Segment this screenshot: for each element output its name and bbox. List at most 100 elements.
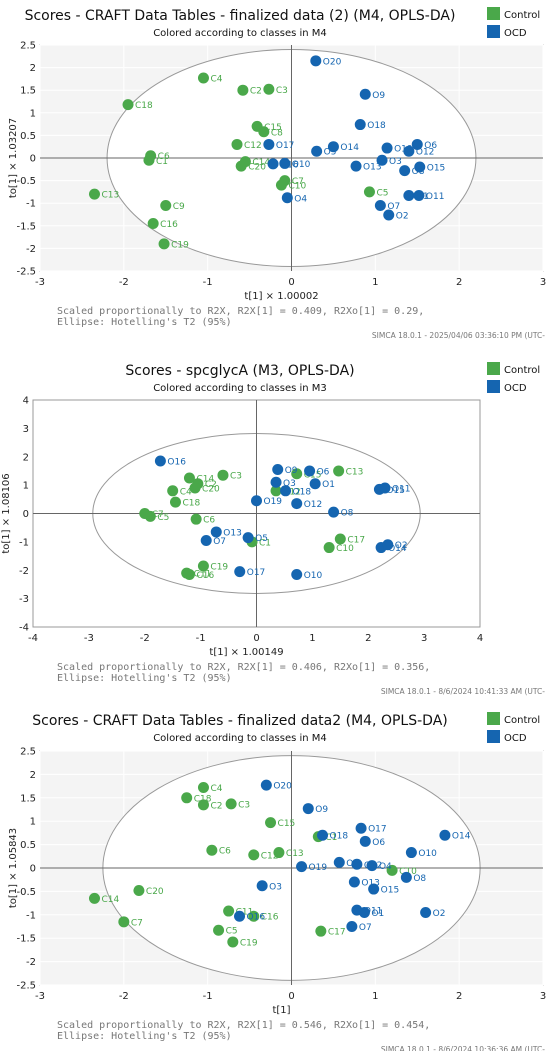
score-point-o14[interactable] (439, 829, 451, 841)
score-point-o11[interactable] (379, 482, 391, 494)
score-point-c3[interactable] (263, 83, 275, 95)
score-point-c18[interactable] (169, 496, 181, 508)
score-point-c4[interactable] (197, 782, 209, 794)
score-point-c5[interactable] (144, 510, 156, 522)
score-point-o3[interactable] (256, 880, 268, 892)
score-point-o6[interactable] (359, 835, 371, 847)
score-point-c12[interactable] (270, 485, 282, 497)
score-point-c16[interactable] (183, 569, 195, 581)
score-point-o18[interactable] (317, 829, 329, 841)
score-point-c10[interactable] (275, 179, 287, 191)
score-point-c4[interactable] (197, 72, 209, 84)
score-point-c2[interactable] (237, 84, 249, 96)
score-point-o13[interactable] (348, 876, 360, 888)
score-point-c3[interactable] (217, 469, 229, 481)
score-point-o9[interactable] (302, 803, 314, 815)
score-point-c16[interactable] (147, 218, 159, 230)
score-point-o2[interactable] (382, 539, 394, 551)
score-point-o7[interactable] (346, 921, 358, 932)
score-point-o9[interactable] (272, 464, 284, 476)
score-point-o18[interactable] (280, 485, 292, 497)
score-point-c4[interactable] (167, 485, 179, 497)
score-point-c9[interactable] (160, 199, 172, 211)
score-point-o16[interactable] (154, 455, 166, 467)
score-point-o6[interactable] (304, 465, 316, 477)
score-point-c14[interactable] (88, 892, 100, 904)
score-point-o1[interactable] (309, 478, 321, 490)
score-point-c2[interactable] (197, 799, 209, 811)
score-point-c10[interactable] (386, 864, 398, 876)
score-point-o2[interactable] (420, 906, 432, 918)
score-point-c8[interactable] (258, 126, 270, 138)
score-point-o12[interactable] (403, 145, 415, 157)
score-point-o9[interactable] (359, 88, 371, 100)
score-point-c5[interactable] (363, 186, 375, 198)
score-point-c6[interactable] (206, 844, 218, 856)
score-point-o11[interactable] (413, 190, 425, 202)
score-point-c5[interactable] (213, 924, 225, 936)
score-point-c18[interactable] (122, 99, 134, 111)
score-point-o2[interactable] (383, 209, 395, 221)
score-point-c12[interactable] (231, 138, 243, 150)
score-point-o17[interactable] (263, 138, 275, 150)
score-point-o20[interactable] (310, 55, 322, 67)
score-point-o8[interactable] (399, 165, 411, 177)
score-point-c7[interactable] (118, 916, 130, 928)
score-point-c14[interactable] (239, 156, 251, 168)
score-point-o15[interactable] (368, 883, 380, 895)
score-point-c6[interactable] (190, 513, 202, 525)
score-point-c19[interactable] (197, 560, 209, 572)
score-point-o16[interactable] (234, 910, 246, 922)
score-point-o19[interactable] (381, 142, 393, 154)
score-point-c19[interactable] (158, 238, 170, 250)
score-point-o13[interactable] (350, 160, 362, 172)
score-point-o5[interactable] (242, 532, 254, 544)
score-point-c3[interactable] (225, 798, 237, 810)
score-point-o19[interactable] (296, 861, 308, 873)
score-point-o6[interactable] (411, 138, 423, 150)
score-point-c14[interactable] (183, 472, 195, 484)
score-point-c16[interactable] (248, 910, 260, 922)
score-point-o14[interactable] (327, 141, 339, 153)
score-point-o5[interactable] (333, 856, 345, 868)
score-point-c10[interactable] (323, 542, 335, 554)
score-point-o10[interactable] (291, 569, 303, 581)
score-point-o7[interactable] (374, 199, 386, 211)
score-point-o3[interactable] (376, 154, 388, 166)
score-point-o4[interactable] (281, 192, 293, 204)
score-point-c15[interactable] (291, 468, 303, 480)
score-point-o18[interactable] (354, 119, 366, 131)
score-point-o10[interactable] (405, 847, 417, 859)
score-point-c13[interactable] (333, 465, 345, 477)
score-point-o7[interactable] (200, 534, 212, 546)
score-point-o8[interactable] (328, 506, 340, 518)
score-point-o10[interactable] (279, 157, 291, 169)
score-point-o15[interactable] (414, 161, 426, 173)
score-point-c19[interactable] (227, 936, 239, 948)
score-point-o12[interactable] (351, 858, 363, 870)
score-point-c17[interactable] (334, 533, 346, 545)
score-point-o8[interactable] (400, 871, 412, 883)
score-point-o17[interactable] (234, 566, 246, 578)
score-point-o17[interactable] (355, 822, 367, 834)
score-point-c11[interactable] (223, 905, 235, 917)
score-point-c12[interactable] (248, 849, 260, 861)
score-point-c6[interactable] (145, 150, 157, 162)
score-point-o1[interactable] (358, 906, 370, 918)
score-point-o1[interactable] (403, 190, 415, 202)
score-point-c20[interactable] (133, 884, 145, 896)
score-point-o13[interactable] (210, 526, 222, 538)
score-point-o20[interactable] (260, 779, 272, 791)
score-point-c13[interactable] (88, 188, 100, 200)
score-point-c13[interactable] (273, 847, 285, 859)
score-point-o3[interactable] (270, 476, 282, 488)
score-point-c20[interactable] (189, 482, 201, 494)
score-point-c15[interactable] (265, 817, 277, 829)
score-point-c18[interactable] (181, 792, 193, 804)
score-point-c17[interactable] (315, 925, 327, 937)
score-point-o19[interactable] (251, 495, 262, 507)
score-point-o16[interactable] (267, 158, 279, 170)
score-point-o5[interactable] (311, 145, 323, 157)
score-point-o4[interactable] (366, 860, 378, 872)
score-point-o12[interactable] (291, 498, 303, 510)
